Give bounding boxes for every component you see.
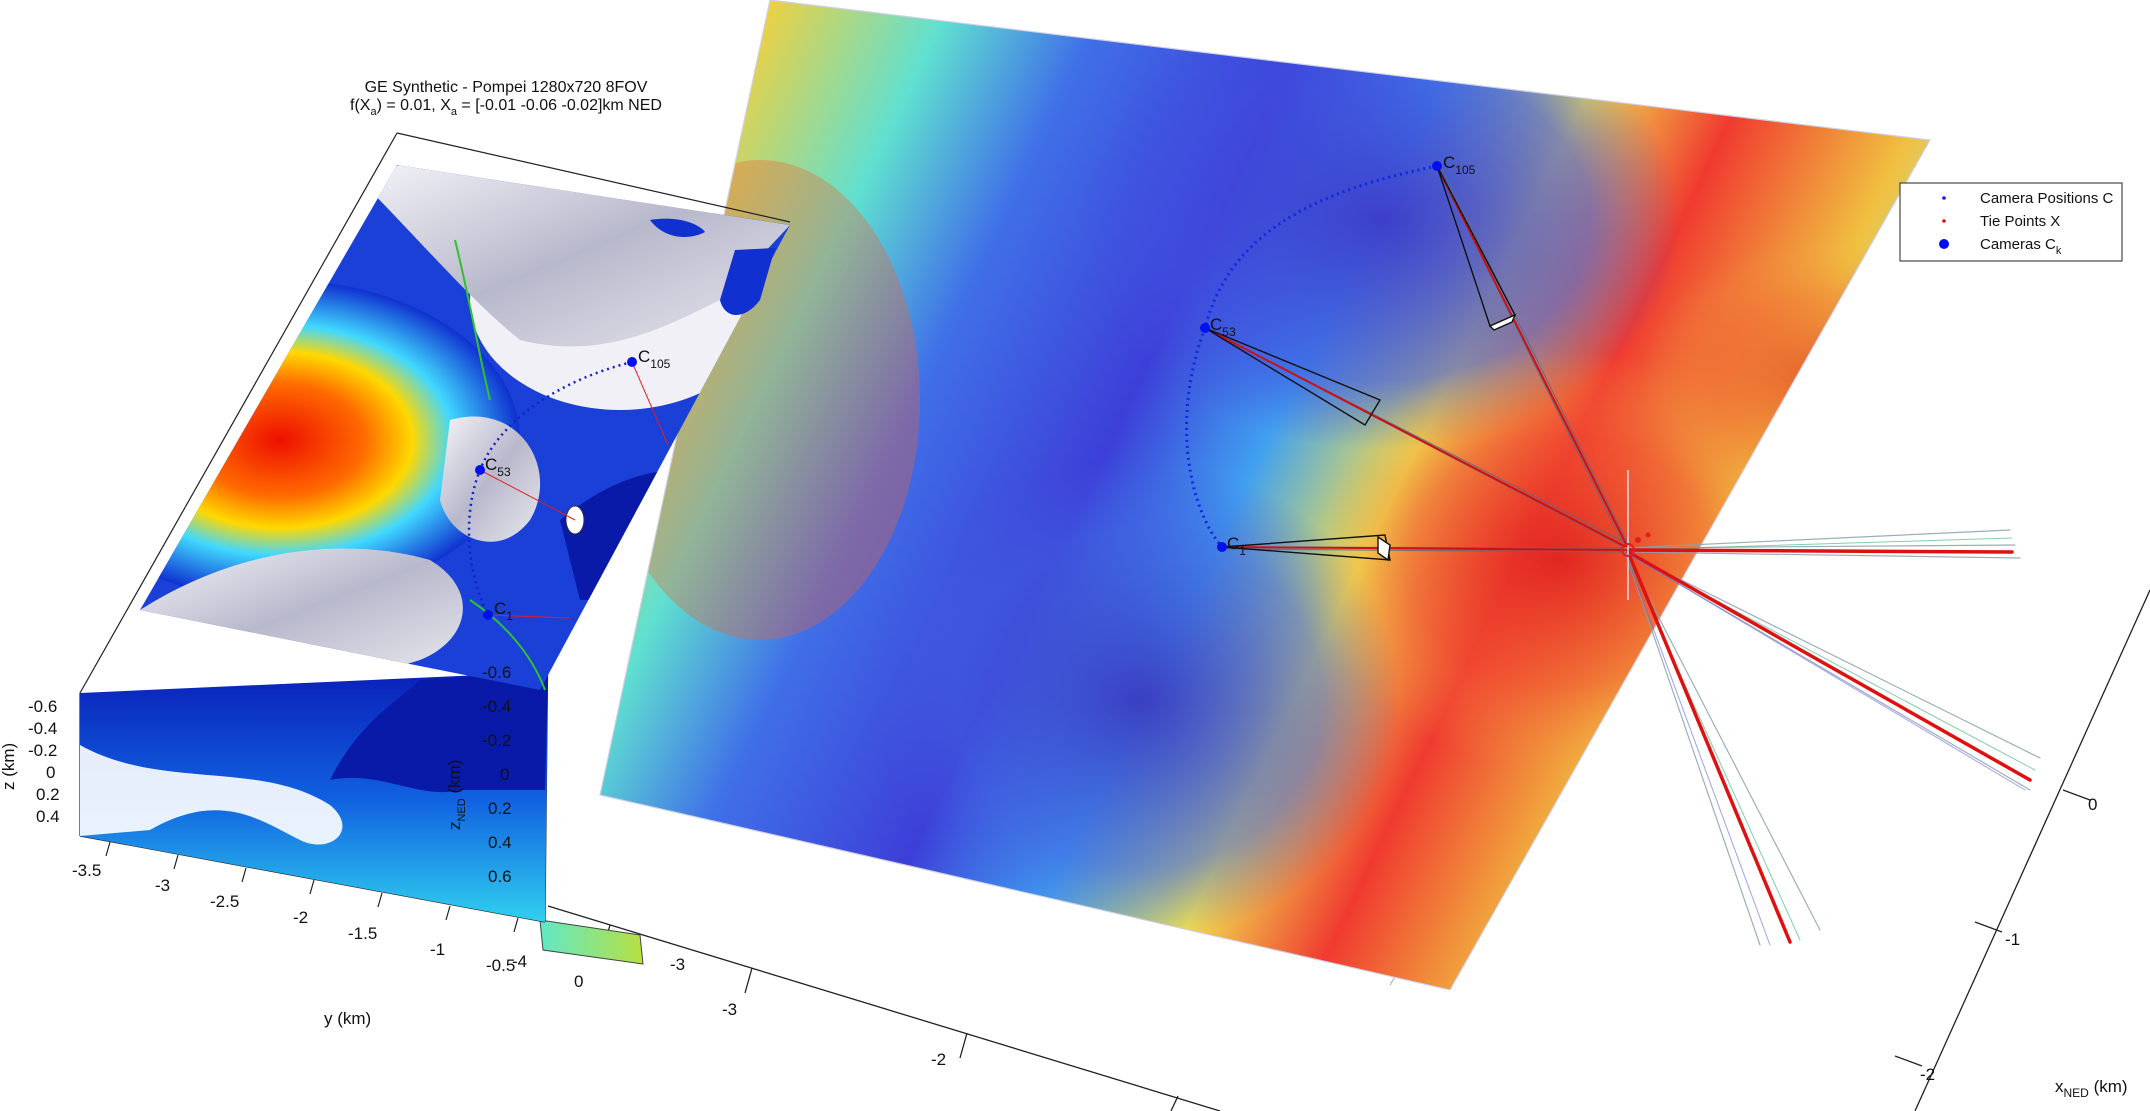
left-title: GE Synthetic - Pompei 1280x720 8FOV f(Xa… — [350, 79, 662, 118]
svg-text:-2.5: -2.5 — [210, 892, 239, 911]
legend-entry-tie-points: Tie Points X — [1942, 213, 2060, 230]
tick-x-0: 0 — [2088, 795, 2097, 814]
left-top-patches — [650, 218, 775, 315]
left-y-axis: -3.5 -3 -2.5 -2 -1.5 -1 -0.5 y (km) — [72, 841, 519, 1028]
camera-markers-left — [475, 357, 637, 620]
tick-x-1: -1 — [2005, 930, 2020, 949]
svg-text:0.6: 0.6 — [488, 867, 512, 886]
left-camera-c1 — [483, 610, 493, 620]
svg-text:C1: C1 — [1227, 534, 1246, 558]
legend-entry-camera-positions: Camera Positions C — [1942, 190, 2114, 207]
legend-marker-0 — [1942, 196, 1946, 200]
chart-title: GE Synthetic - Pompei 1280x720 8FOV — [365, 79, 648, 96]
colorbar — [539, 919, 644, 965]
left-camera-c53 — [475, 465, 485, 475]
svg-text:0: 0 — [500, 765, 509, 784]
svg-text:C53: C53 — [1210, 315, 1236, 339]
camera-arc — [1185, 164, 1438, 548]
x-ned-label: xNED (km) — [2055, 1077, 2128, 1100]
svg-text:-0.2: -0.2 — [28, 741, 57, 760]
ray-bundles — [1204, 165, 2041, 946]
svg-text:C53: C53 — [485, 455, 511, 479]
svg-text:Cameras Ck: Cameras Ck — [1980, 236, 2062, 257]
left-y-label: y (km) — [324, 1009, 371, 1028]
svg-text:0.4: 0.4 — [488, 833, 512, 852]
right-tick-labels: 0 -1 -2 -3 -2 -4 0 -3 xNED (km) — [512, 795, 2128, 1100]
camera-labels-left: C105 C53 C1 — [485, 347, 671, 623]
main-surface-edge — [599, 0, 1931, 991]
left-side-face — [80, 672, 548, 922]
main-surface — [600, 0, 1930, 990]
camera-c1 — [1217, 542, 1227, 552]
tick-y-m4: -4 — [512, 952, 527, 971]
svg-text:-0.6: -0.6 — [482, 663, 511, 682]
tick-extra-0: 0 — [574, 972, 583, 991]
chart-subtitle: f(Xa) = 0.01, Xa = [-0.01 -0.06 -0.02]km… — [350, 97, 662, 118]
svg-text:C105: C105 — [638, 347, 671, 371]
legend: Camera Positions C Tie Points X Cameras … — [1899, 182, 2123, 262]
svg-text:-1: -1 — [430, 940, 445, 959]
svg-text:0.2: 0.2 — [36, 785, 60, 804]
legend-marker-1 — [1942, 219, 1946, 223]
tie-point-cluster — [1621, 470, 1651, 600]
tick-extra-m3: -3 — [670, 955, 685, 974]
svg-text:0: 0 — [46, 763, 55, 782]
svg-text:-0.4: -0.4 — [28, 719, 57, 738]
svg-text:Tie Points X: Tie Points X — [1980, 213, 2060, 230]
left-z-axis: -0.6 -0.4 -0.2 0 0.2 0.4 z (km) — [0, 697, 60, 826]
svg-text:-0.5: -0.5 — [486, 956, 515, 975]
legend-marker-2 — [1939, 239, 1949, 249]
tick-y-3: -3 — [722, 1000, 737, 1019]
tick-x-2: -2 — [1920, 1065, 1935, 1084]
legend-entry-cameras: Cameras Ck — [1939, 236, 2062, 257]
left-camera-c105 — [627, 357, 637, 367]
svg-text:-0.2: -0.2 — [482, 731, 511, 750]
left-z-label: z (km) — [0, 743, 18, 790]
svg-text:-3: -3 — [155, 876, 170, 895]
svg-text:0.2: 0.2 — [488, 799, 512, 818]
camera-c53 — [1200, 323, 1210, 333]
svg-text:-0.6: -0.6 — [28, 697, 57, 716]
svg-text:-2: -2 — [293, 908, 308, 927]
svg-text:C105: C105 — [1443, 153, 1476, 177]
svg-text:C1: C1 — [494, 599, 513, 623]
camera-c105 — [1432, 161, 1442, 171]
svg-text:Camera Positions C: Camera Positions C — [1980, 190, 2114, 207]
camera-markers-right — [1200, 161, 1442, 552]
svg-text:-3.5: -3.5 — [72, 861, 101, 880]
svg-text:-0.4: -0.4 — [482, 697, 511, 716]
svg-text:0.4: 0.4 — [36, 807, 60, 826]
camera-frustums — [1204, 165, 1517, 562]
camera-labels-right: C105 C53 C1 — [1210, 153, 1476, 558]
svg-text:-1.5: -1.5 — [348, 924, 377, 943]
tick-y-2: -2 — [931, 1050, 946, 1069]
